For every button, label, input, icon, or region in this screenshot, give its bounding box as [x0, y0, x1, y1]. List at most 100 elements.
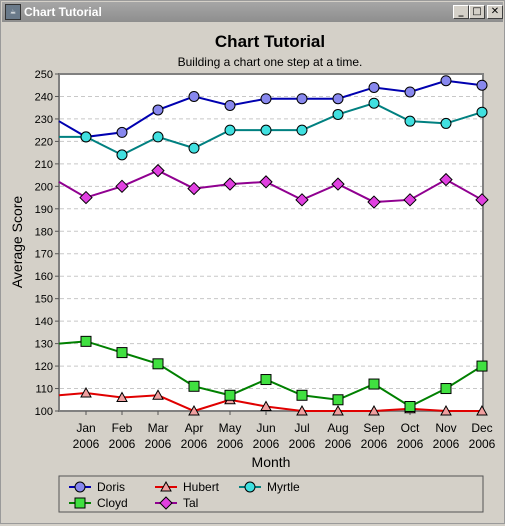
y-tick-label: 100 — [35, 406, 53, 418]
x-tick-label-year: 2006 — [217, 437, 244, 451]
data-point-cloyd — [368, 378, 380, 390]
x-tick-label-month: Aug — [327, 421, 348, 435]
data-point-cloyd — [296, 389, 308, 401]
legend-item-cloyd: Cloyd — [69, 496, 128, 510]
data-point-tal — [151, 163, 165, 178]
close-button[interactable]: ✕ — [487, 5, 503, 19]
data-point-myrtle — [476, 106, 488, 118]
data-point-myrtle — [440, 117, 452, 129]
legend-item-doris: Doris — [69, 480, 125, 494]
legend-swatch-marker — [160, 480, 172, 492]
x-tick-label-year: 2006 — [145, 437, 172, 451]
x-tick-label-year: 2006 — [325, 437, 352, 451]
y-axis-ticks: 100 110 120 130 140 150 160 170 180 190 200 210 220 2… — [35, 69, 59, 418]
data-point-myrtle — [296, 124, 308, 136]
x-tick-label-month: Sep — [363, 421, 385, 435]
data-point-myrtle — [404, 115, 416, 127]
data-point-doris — [152, 104, 164, 116]
data-point-cloyd — [116, 347, 128, 359]
data-point-cloyd — [332, 394, 344, 406]
data-point-hubert — [116, 391, 128, 403]
x-tick-label-month: Jun — [256, 421, 275, 435]
y-tick-label: 230 — [35, 114, 53, 126]
data-point-tal — [475, 193, 489, 207]
y-axis-label: Average Score — [9, 196, 25, 289]
maximize-button[interactable]: □ — [469, 5, 485, 19]
data-point-myrtle — [116, 149, 128, 161]
x-tick-label-month: Jul — [294, 421, 309, 435]
x-tick-label-month: Jan — [76, 421, 95, 435]
legend-swatch-marker — [74, 497, 86, 509]
x-tick-label-year: 2006 — [253, 437, 280, 451]
data-point-myrtle — [332, 108, 344, 120]
data-point-tal — [259, 175, 273, 189]
data-point-cloyd — [260, 374, 272, 386]
data-point-tal — [367, 195, 381, 209]
minimize-button[interactable]: _ — [453, 5, 469, 19]
java-app-icon[interactable]: ☕ — [5, 4, 21, 20]
x-tick-label-year: 2006 — [73, 437, 100, 451]
data-point-cloyd — [404, 401, 416, 413]
x-tick-label-year: 2006 — [109, 437, 136, 451]
data-point-cloyd — [476, 360, 488, 372]
legend-item-myrtle: Myrtle — [239, 480, 300, 494]
legend-label-cloyd: Cloyd — [97, 496, 128, 510]
data-point-hubert — [332, 404, 344, 416]
data-point-hubert — [296, 404, 308, 416]
legend-item-hubert: Hubert — [155, 480, 220, 494]
x-tick-label-month: Nov — [435, 421, 456, 435]
y-tick-label: 150 — [35, 294, 53, 306]
x-tick-label-year: 2006 — [397, 437, 424, 451]
title-bar[interactable]: ☕ Chart Tutorial _ □ ✕ — [2, 2, 503, 22]
y-tick-label: 240 — [35, 91, 53, 103]
data-point-doris — [260, 93, 272, 105]
data-point-myrtle — [260, 124, 272, 136]
legend-swatch-marker — [159, 496, 173, 510]
x-tick-label-year: 2006 — [289, 437, 316, 451]
data-point-tal — [439, 172, 453, 187]
data-point-myrtle — [224, 124, 236, 136]
legend-box — [58, 475, 484, 513]
data-point-tal — [79, 190, 93, 205]
x-tick-label-month: Dec — [471, 421, 492, 435]
data-point-doris — [476, 79, 488, 91]
plot-area — [58, 73, 484, 412]
x-tick-label-year: 2006 — [361, 437, 388, 451]
data-point-myrtle — [152, 131, 164, 143]
window-title: Chart Tutorial — [24, 5, 102, 19]
data-point-doris — [224, 99, 236, 111]
data-point-tal — [223, 177, 237, 191]
legend-swatch-marker — [244, 481, 256, 493]
data-point-tal — [331, 177, 345, 191]
x-tick-label-month: Oct — [401, 421, 420, 435]
data-point-tal — [187, 181, 201, 196]
legend-label-doris: Doris — [97, 480, 125, 494]
x-tick-label-month: Feb — [112, 421, 133, 435]
y-tick-label: 170 — [35, 249, 53, 261]
data-point-myrtle — [80, 131, 92, 143]
data-point-hubert — [152, 389, 164, 400]
data-point-tal — [295, 193, 309, 207]
data-point-doris — [188, 90, 200, 102]
y-tick-label: 200 — [35, 181, 53, 193]
x-tick-label-year: 2006 — [469, 437, 496, 451]
y-tick-label: 160 — [35, 271, 53, 283]
data-point-hubert — [440, 404, 452, 416]
y-tick-label: 220 — [35, 136, 53, 148]
data-point-cloyd — [224, 389, 236, 401]
data-point-doris — [296, 93, 308, 105]
legend: Doris Hubert Myrtle Cloyd Tal — [69, 480, 300, 510]
series-cloyd — [58, 335, 488, 413]
data-point-hubert — [80, 386, 92, 398]
legend-swatch-marker — [74, 481, 86, 493]
series-layer — [58, 75, 489, 416]
legend-item-tal: Tal — [155, 496, 198, 510]
y-tick-label: 140 — [35, 316, 53, 328]
y-tick-label: 250 — [35, 69, 53, 81]
data-point-hubert — [476, 404, 488, 416]
x-tick-label-year: 2006 — [181, 437, 208, 451]
y-tick-label: 180 — [35, 226, 53, 238]
data-point-cloyd — [80, 335, 92, 347]
data-point-myrtle — [188, 142, 200, 154]
x-tick-label-month: Mar — [148, 421, 169, 435]
